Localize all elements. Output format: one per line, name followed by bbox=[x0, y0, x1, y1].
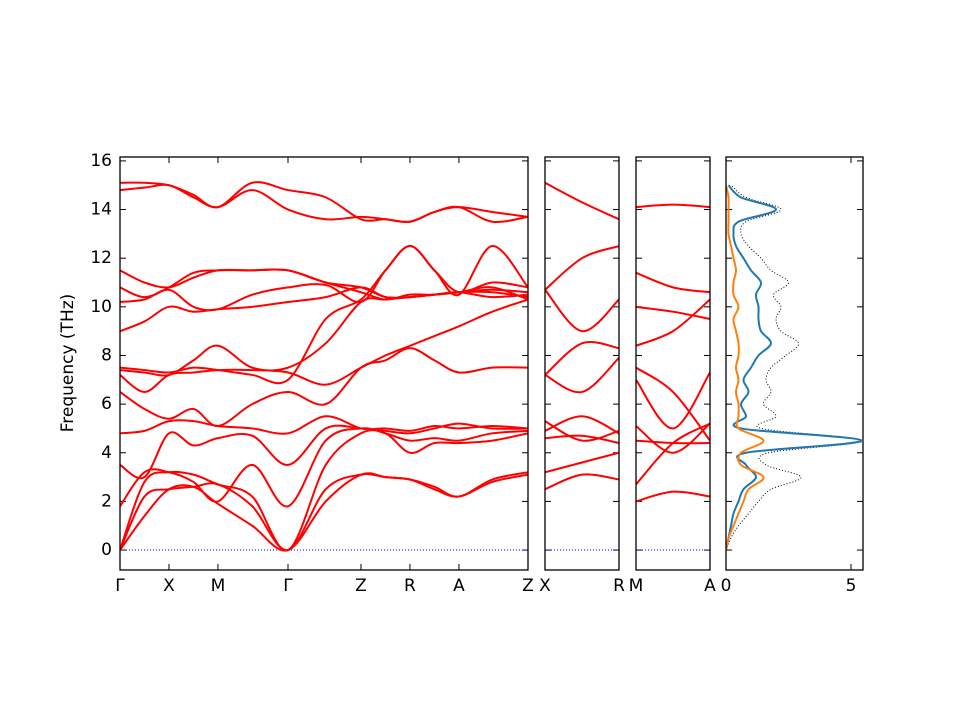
y-tick-label: 4 bbox=[101, 443, 112, 463]
y-tick-label: 2 bbox=[101, 491, 112, 511]
panel-frame bbox=[544, 156, 620, 571]
band bbox=[120, 415, 528, 435]
x-tick-label: Z bbox=[355, 576, 367, 596]
band bbox=[120, 298, 528, 393]
dos-line bbox=[726, 185, 765, 551]
x-tick-label: 0 bbox=[721, 576, 732, 596]
band bbox=[545, 181, 619, 221]
y-tick-label: 14 bbox=[90, 200, 112, 220]
y-tick-label: 8 bbox=[101, 345, 112, 365]
dos-line bbox=[726, 184, 863, 551]
band bbox=[636, 271, 710, 294]
band bbox=[545, 451, 619, 474]
x-tick-label: X bbox=[163, 576, 175, 596]
x-tick-label: Z bbox=[522, 576, 534, 596]
band bbox=[636, 305, 710, 320]
band bbox=[545, 289, 619, 333]
x-tick-label: 5 bbox=[846, 576, 857, 596]
band bbox=[545, 341, 619, 376]
y-tick-label: 12 bbox=[90, 248, 112, 268]
band bbox=[120, 471, 528, 552]
band bbox=[120, 268, 528, 299]
x-tick-label: R bbox=[613, 576, 625, 596]
panel-frame bbox=[725, 156, 864, 571]
band bbox=[120, 291, 528, 377]
band bbox=[636, 366, 710, 442]
band bbox=[545, 357, 619, 394]
band bbox=[120, 427, 528, 508]
band bbox=[120, 181, 528, 223]
x-tick-label: A bbox=[704, 576, 716, 596]
x-tick-label: M bbox=[211, 576, 226, 596]
y-tick-label: 6 bbox=[101, 394, 112, 414]
band bbox=[120, 429, 528, 552]
band bbox=[545, 420, 619, 442]
band bbox=[636, 371, 710, 430]
band bbox=[545, 434, 619, 445]
band bbox=[636, 439, 710, 445]
band bbox=[545, 415, 619, 435]
band bbox=[636, 490, 710, 503]
band bbox=[545, 245, 619, 291]
band bbox=[120, 245, 528, 312]
dos-line bbox=[726, 184, 863, 551]
band bbox=[636, 422, 710, 454]
x-tick-label: Γ bbox=[283, 576, 293, 596]
band bbox=[120, 347, 528, 428]
x-tick-label: X bbox=[539, 576, 551, 596]
y-tick-label: 16 bbox=[90, 151, 112, 171]
band bbox=[120, 245, 528, 385]
y-tick-label: 0 bbox=[101, 540, 112, 560]
x-tick-label: R bbox=[404, 576, 416, 596]
band bbox=[120, 422, 528, 480]
x-tick-label: M bbox=[629, 576, 644, 596]
band bbox=[636, 298, 710, 347]
y-axis-label: Frequency (THz) bbox=[58, 294, 78, 433]
panel-frame bbox=[635, 156, 711, 571]
panel-frame bbox=[119, 156, 529, 571]
x-tick-label: A bbox=[453, 576, 465, 596]
band bbox=[120, 472, 528, 552]
band bbox=[545, 473, 619, 491]
band bbox=[636, 203, 710, 209]
x-tick-label: Γ bbox=[115, 576, 125, 596]
y-tick-label: 10 bbox=[90, 297, 112, 317]
band bbox=[636, 422, 710, 486]
